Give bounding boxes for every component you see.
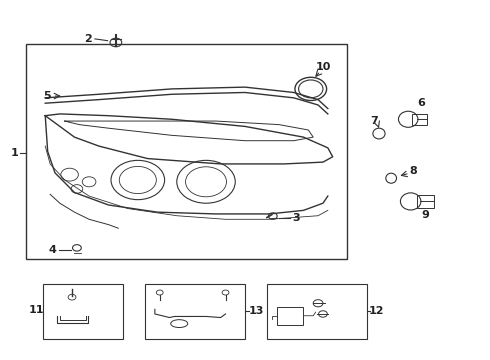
Text: 3: 3 <box>293 213 300 223</box>
Text: 2: 2 <box>84 34 92 44</box>
Text: 8: 8 <box>409 166 417 176</box>
Bar <box>416 195 434 208</box>
FancyBboxPatch shape <box>26 44 347 258</box>
Text: 9: 9 <box>422 210 430 220</box>
Text: 12: 12 <box>369 306 384 316</box>
Text: 7: 7 <box>370 116 378 126</box>
FancyBboxPatch shape <box>267 284 367 339</box>
Text: 1: 1 <box>11 148 19 158</box>
Text: 11: 11 <box>29 305 44 315</box>
Text: 13: 13 <box>249 306 265 316</box>
Text: 10: 10 <box>315 63 331 72</box>
Bar <box>412 114 427 125</box>
Text: 4: 4 <box>49 245 56 255</box>
Text: 5: 5 <box>43 91 50 101</box>
FancyBboxPatch shape <box>145 284 245 339</box>
Bar <box>277 307 303 325</box>
FancyBboxPatch shape <box>43 284 123 339</box>
Text: 6: 6 <box>417 98 425 108</box>
